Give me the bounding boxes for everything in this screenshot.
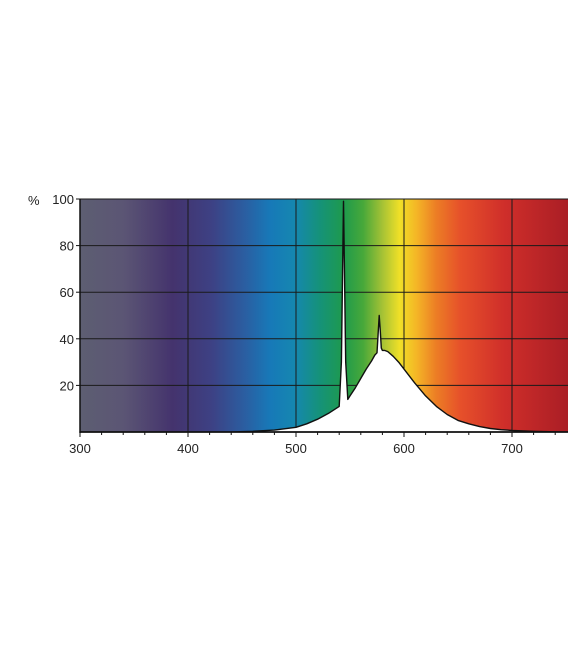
y-tick-label-20: 20 bbox=[60, 378, 74, 393]
y-axis-unit-label: % bbox=[28, 193, 40, 208]
y-tick-label-60: 60 bbox=[60, 285, 74, 300]
y-tick-label-40: 40 bbox=[60, 332, 74, 347]
y-tick-label-80: 80 bbox=[60, 239, 74, 254]
x-tick-label-300: 300 bbox=[69, 441, 91, 456]
grid-lines bbox=[80, 198, 568, 432]
spectral-curve bbox=[79, 200, 568, 433]
x-tick-label-600: 600 bbox=[393, 441, 415, 456]
x-tick-label-500: 500 bbox=[285, 441, 307, 456]
x-tick-label-700: 700 bbox=[501, 441, 523, 456]
x-axis-ticks: 300 400 500 600 700 bbox=[69, 432, 556, 456]
y-axis-ticks: 20 40 60 80 100 bbox=[52, 192, 80, 393]
spectrum-background bbox=[80, 199, 568, 432]
y-tick-label-100: 100 bbox=[52, 192, 74, 207]
axes bbox=[79, 199, 568, 433]
x-tick-label-400: 400 bbox=[177, 441, 199, 456]
